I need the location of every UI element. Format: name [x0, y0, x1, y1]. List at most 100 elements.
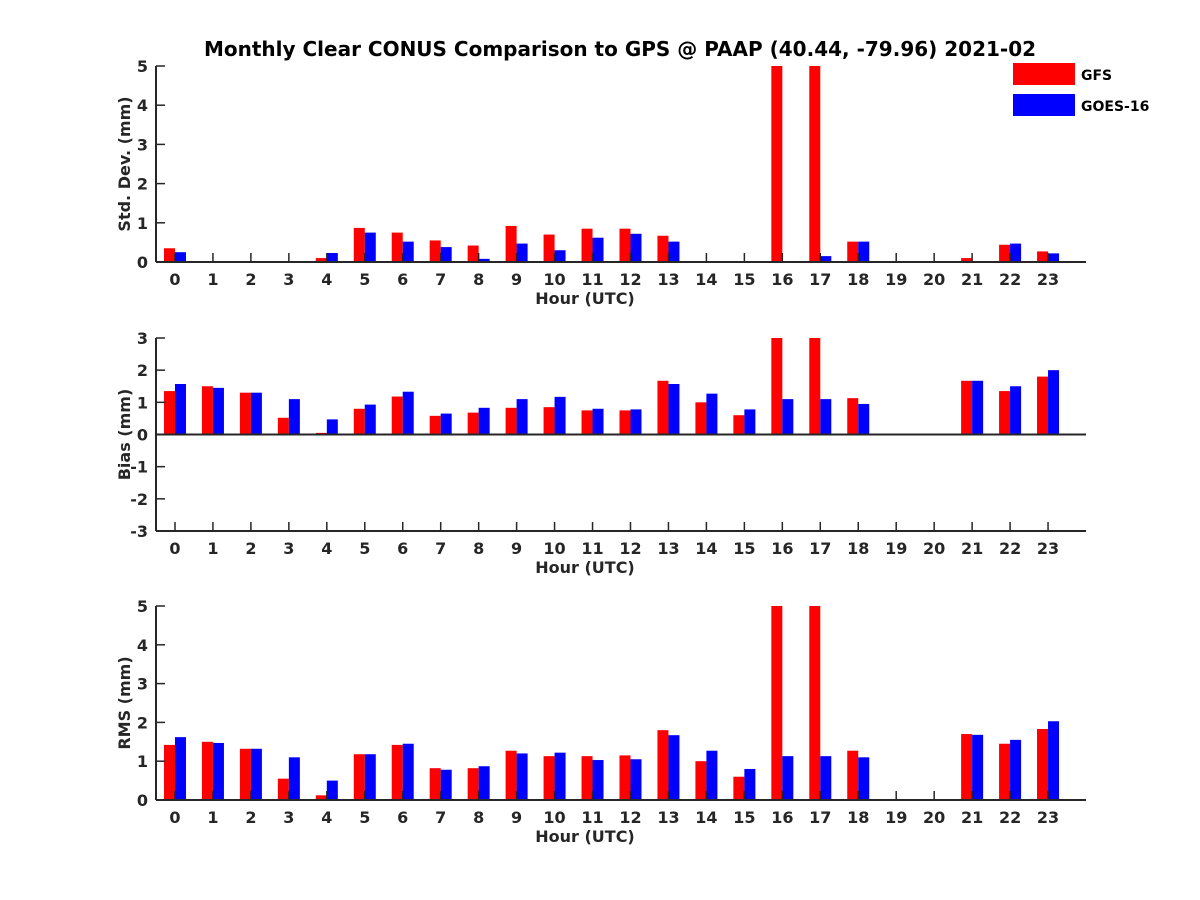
bar-goes-16-22	[1010, 386, 1022, 435]
bar-gfs-11	[581, 410, 593, 435]
bar-gfs-5	[353, 227, 365, 262]
x-tick-label: 3	[283, 270, 294, 289]
bar-goes-16-0	[174, 252, 186, 262]
panel-3: 0 1 2 3 4 5 6 7 8 9 10 11 12 13 14 15 16 17 18 19 20 21 22 2301…	[115, 597, 1086, 846]
x-tick-label: 14	[695, 808, 717, 827]
x-tick-label: 22	[999, 808, 1021, 827]
bar-gfs-2	[239, 392, 251, 435]
bar-goes-16-9	[516, 399, 528, 435]
y-tick-label: 0	[137, 253, 148, 272]
bar-gfs-3	[277, 778, 289, 800]
x-tick-label: 7	[435, 808, 446, 827]
x-tick-label: 10	[543, 270, 565, 289]
bar-gfs-1	[201, 741, 213, 800]
x-tick-label: 11	[581, 539, 603, 558]
bar-goes-16-8	[478, 407, 490, 435]
x-tick-label: 19	[885, 808, 907, 827]
bar-goes-16-6	[402, 391, 414, 435]
x-tick-label: 9	[511, 808, 522, 827]
x-tick-label: 8	[473, 808, 484, 827]
bar-goes-16-9	[516, 243, 528, 262]
x-tick-label: 10	[543, 808, 565, 827]
bar-gfs-8	[467, 412, 479, 435]
x-tick-label: 22	[999, 270, 1021, 289]
x-tick-label: 15	[733, 808, 755, 827]
bar-gfs-18	[847, 398, 859, 435]
y-tick-label: 3	[137, 135, 148, 154]
x-tick-label: 5	[359, 270, 370, 289]
x-tick-label: 0	[169, 539, 180, 558]
bar-goes-16-7	[440, 413, 452, 435]
bar-goes-16-15	[744, 409, 756, 435]
x-tick-label: 6	[397, 808, 408, 827]
bar-gfs-11	[581, 228, 593, 262]
x-tick-label: 4	[321, 539, 332, 558]
bar-gfs-13	[657, 235, 669, 262]
bar-gfs-2	[239, 748, 251, 800]
bar-gfs-17	[809, 338, 821, 435]
legend-swatch-goes-16	[1013, 94, 1075, 116]
x-tick-label: 6	[397, 539, 408, 558]
bar-goes-16-21	[972, 734, 984, 800]
x-tick-label: 2	[245, 808, 256, 827]
x-tick-label: 16	[771, 539, 793, 558]
bar-gfs-6	[391, 744, 403, 800]
bar-gfs-22	[999, 391, 1011, 435]
bar-gfs-14	[695, 402, 707, 435]
bar-gfs-13	[657, 730, 669, 800]
x-tick-label: 23	[1037, 808, 1059, 827]
x-tick-label: 0	[169, 808, 180, 827]
bar-goes-16-5	[364, 404, 376, 435]
y-tick-label: 2	[137, 361, 148, 380]
bar-gfs-12	[619, 228, 631, 262]
bar-goes-16-12	[630, 759, 642, 800]
bar-goes-16-7	[440, 247, 452, 262]
bar-gfs-12	[619, 755, 631, 800]
bar-gfs-0	[163, 391, 175, 435]
y-axis-label: Std. Dev. (mm)	[115, 96, 134, 231]
x-tick-label: 4	[321, 270, 332, 289]
bar-goes-16-13	[668, 384, 680, 435]
x-tick-label: 2	[245, 270, 256, 289]
bar-goes-16-21	[972, 380, 984, 435]
bar-goes-16-17	[820, 256, 832, 262]
bar-gfs-10	[543, 234, 555, 262]
x-tick-label: 20	[923, 539, 945, 558]
bar-gfs-5	[353, 408, 365, 435]
x-tick-label: 15	[733, 539, 755, 558]
bar-gfs-9	[505, 225, 517, 262]
x-tick-label: 23	[1037, 539, 1059, 558]
bar-gfs-17	[809, 606, 821, 800]
x-tick-label: 18	[847, 539, 869, 558]
x-tick-label: 20	[923, 270, 945, 289]
y-tick-label: 3	[137, 675, 148, 694]
bar-goes-16-4	[326, 252, 338, 262]
bar-gfs-11	[581, 756, 593, 800]
bar-gfs-9	[505, 407, 517, 435]
y-tick-label: 1	[137, 393, 148, 412]
bar-gfs-15	[733, 415, 745, 435]
x-tick-label: 20	[923, 808, 945, 827]
x-tick-label: 3	[283, 808, 294, 827]
bar-goes-16-12	[630, 233, 642, 262]
x-tick-label: 16	[771, 808, 793, 827]
bar-gfs-9	[505, 750, 517, 800]
x-tick-label: 14	[695, 270, 717, 289]
x-tick-label: 15	[733, 270, 755, 289]
bar-goes-16-17	[820, 756, 832, 800]
x-tick-label: 23	[1037, 270, 1059, 289]
y-tick-label: 0	[137, 426, 148, 445]
y-tick-label: 4	[137, 636, 148, 655]
bar-goes-16-8	[478, 258, 490, 262]
y-axis-label: RMS (mm)	[115, 656, 134, 749]
bar-gfs-3	[277, 417, 289, 435]
bar-gfs-7	[429, 415, 441, 435]
bar-gfs-10	[543, 756, 555, 800]
y-tick-label: 1	[137, 752, 148, 771]
bar-gfs-4	[315, 258, 327, 262]
x-tick-label: 5	[359, 539, 370, 558]
bar-gfs-22	[999, 244, 1011, 262]
plot-panels: 0 1 2 3 4 5 6 7 8 9 10 11 12 13 14 15 16 17 18 19 20 21 22 2301…	[115, 57, 1086, 846]
bar-goes-16-11	[592, 408, 604, 435]
